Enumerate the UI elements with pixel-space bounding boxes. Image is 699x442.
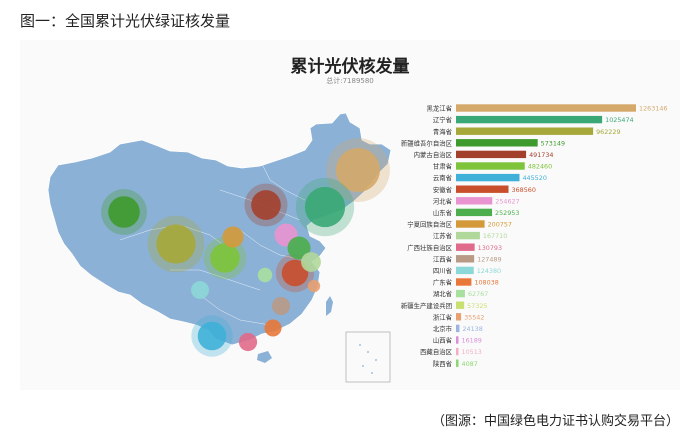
chart-panel: 累计光伏核发量 总计:7189580 黑龙江省 1263146 辽宁省 1025474… — [20, 40, 680, 390]
bar — [456, 289, 465, 298]
bar-value-label: 127489 — [477, 255, 501, 263]
bar-label: 四川省 — [433, 266, 453, 275]
bar-label: 青海省 — [433, 127, 453, 136]
bar — [456, 359, 459, 367]
bar-value-label: 62767 — [468, 290, 488, 298]
map-bubble — [271, 296, 291, 316]
bar-value-label: 254627 — [495, 197, 519, 205]
bar-label: 西藏自治区 — [420, 347, 453, 356]
bar-value-label: 124380 — [477, 267, 501, 275]
bar-value-label: 24138 — [462, 325, 482, 333]
bar-value-label: 491734 — [529, 151, 553, 159]
bar — [456, 324, 460, 333]
chart-total: 总计:7189580 — [326, 77, 374, 85]
bar-label: 湖北省 — [433, 289, 453, 298]
inset-frame — [345, 331, 391, 383]
map-bubble — [191, 281, 209, 299]
bar — [456, 173, 520, 182]
bar — [456, 255, 475, 263]
bar — [456, 115, 603, 124]
bar-label: 江苏省 — [433, 231, 453, 240]
bar-value-label: 200757 — [488, 221, 512, 229]
bar-value-label: 962229 — [596, 128, 620, 136]
bar-value-label: 10513 — [462, 348, 482, 356]
bar — [456, 301, 465, 309]
bar — [456, 243, 475, 251]
bar — [456, 139, 538, 147]
bar — [456, 162, 525, 170]
bar — [456, 266, 474, 275]
bar — [456, 197, 493, 205]
bar-label: 甘肃省 — [433, 162, 453, 171]
bar-chart: 黑龙江省 1263146 辽宁省 1025474 青海省 962229 新疆维吾尔自治区 57… — [401, 104, 668, 368]
map-bubble — [304, 186, 346, 228]
bar-value-label: 130793 — [478, 244, 502, 252]
chart-title: 累计光伏核发量 — [290, 57, 410, 77]
map-bubble — [222, 226, 244, 248]
bar-value-label: 108038 — [474, 279, 498, 287]
map-bubble — [264, 319, 282, 337]
map-bubble — [210, 243, 240, 273]
bar-value-label: 573149 — [541, 139, 565, 147]
bar-label: 安徽省 — [433, 185, 453, 194]
bar-label: 新疆生产建设兵团 — [401, 301, 452, 310]
bar-value-label: 16189 — [462, 337, 482, 345]
bar-label: 内蒙古自治区 — [414, 150, 453, 159]
bar-value-label: 1025474 — [605, 116, 633, 124]
bar-value-label: 57325 — [467, 302, 487, 310]
bar-label: 广西壮族自治区 — [407, 243, 452, 252]
bar-label: 新疆维吾尔自治区 — [401, 138, 453, 147]
bar-label: 山东省 — [433, 208, 453, 217]
bar-value-label: 445520 — [522, 174, 546, 182]
taiwan-island — [326, 296, 333, 316]
image-source: （图源：中国绿色电力证书认购交易平台） — [431, 414, 679, 429]
map-bubble — [156, 224, 196, 264]
bar-value-label: 167710 — [483, 232, 507, 240]
china-map — [47, 112, 392, 383]
bar-label: 辽宁省 — [433, 115, 453, 124]
hainan-island — [257, 351, 272, 363]
bar-label: 山西省 — [433, 336, 453, 345]
map-bubble — [307, 279, 321, 293]
bar — [456, 127, 594, 135]
figure-caption: 图一：全国累计光伏绿证核发量 — [20, 12, 231, 30]
bar — [456, 150, 527, 159]
bar — [456, 231, 480, 240]
bar-label: 云南省 — [433, 173, 453, 182]
bar-value-label: 368560 — [512, 186, 536, 194]
bar-value-label: 252953 — [495, 209, 519, 217]
bar — [456, 313, 462, 321]
map-bubble — [301, 252, 321, 272]
map-bubble — [197, 321, 227, 351]
map-bubble — [281, 259, 309, 287]
bar-label: 江西省 — [433, 254, 453, 263]
bar-label: 宁夏回族自治区 — [407, 220, 452, 229]
bar — [456, 336, 459, 344]
bar — [456, 104, 636, 112]
bar-value-label: 482460 — [528, 163, 552, 171]
south-china-sea-inset — [345, 331, 391, 383]
bar — [456, 220, 485, 228]
map-bubble — [336, 148, 380, 192]
bar-label: 广东省 — [433, 278, 453, 287]
bar-value-label: 4087 — [462, 360, 478, 368]
bar — [456, 347, 459, 356]
map-bubble — [108, 196, 140, 228]
bar-label: 浙江省 — [433, 312, 453, 321]
bar-label: 陕西省 — [433, 359, 453, 368]
bar — [456, 208, 493, 217]
bar-value-label: 35542 — [464, 313, 484, 321]
bar-value-label: 1263146 — [639, 105, 667, 113]
map-bubble — [257, 267, 273, 283]
map-bubble — [251, 190, 281, 220]
bar-label: 黑龙江省 — [426, 104, 452, 113]
map-bubbles — [101, 138, 390, 357]
map-bubble — [287, 236, 311, 260]
bar-label: 北京市 — [433, 324, 453, 333]
bar-label: 河北省 — [433, 196, 453, 205]
map-bubble — [238, 332, 258, 352]
bar — [456, 278, 472, 286]
bar — [456, 185, 509, 193]
